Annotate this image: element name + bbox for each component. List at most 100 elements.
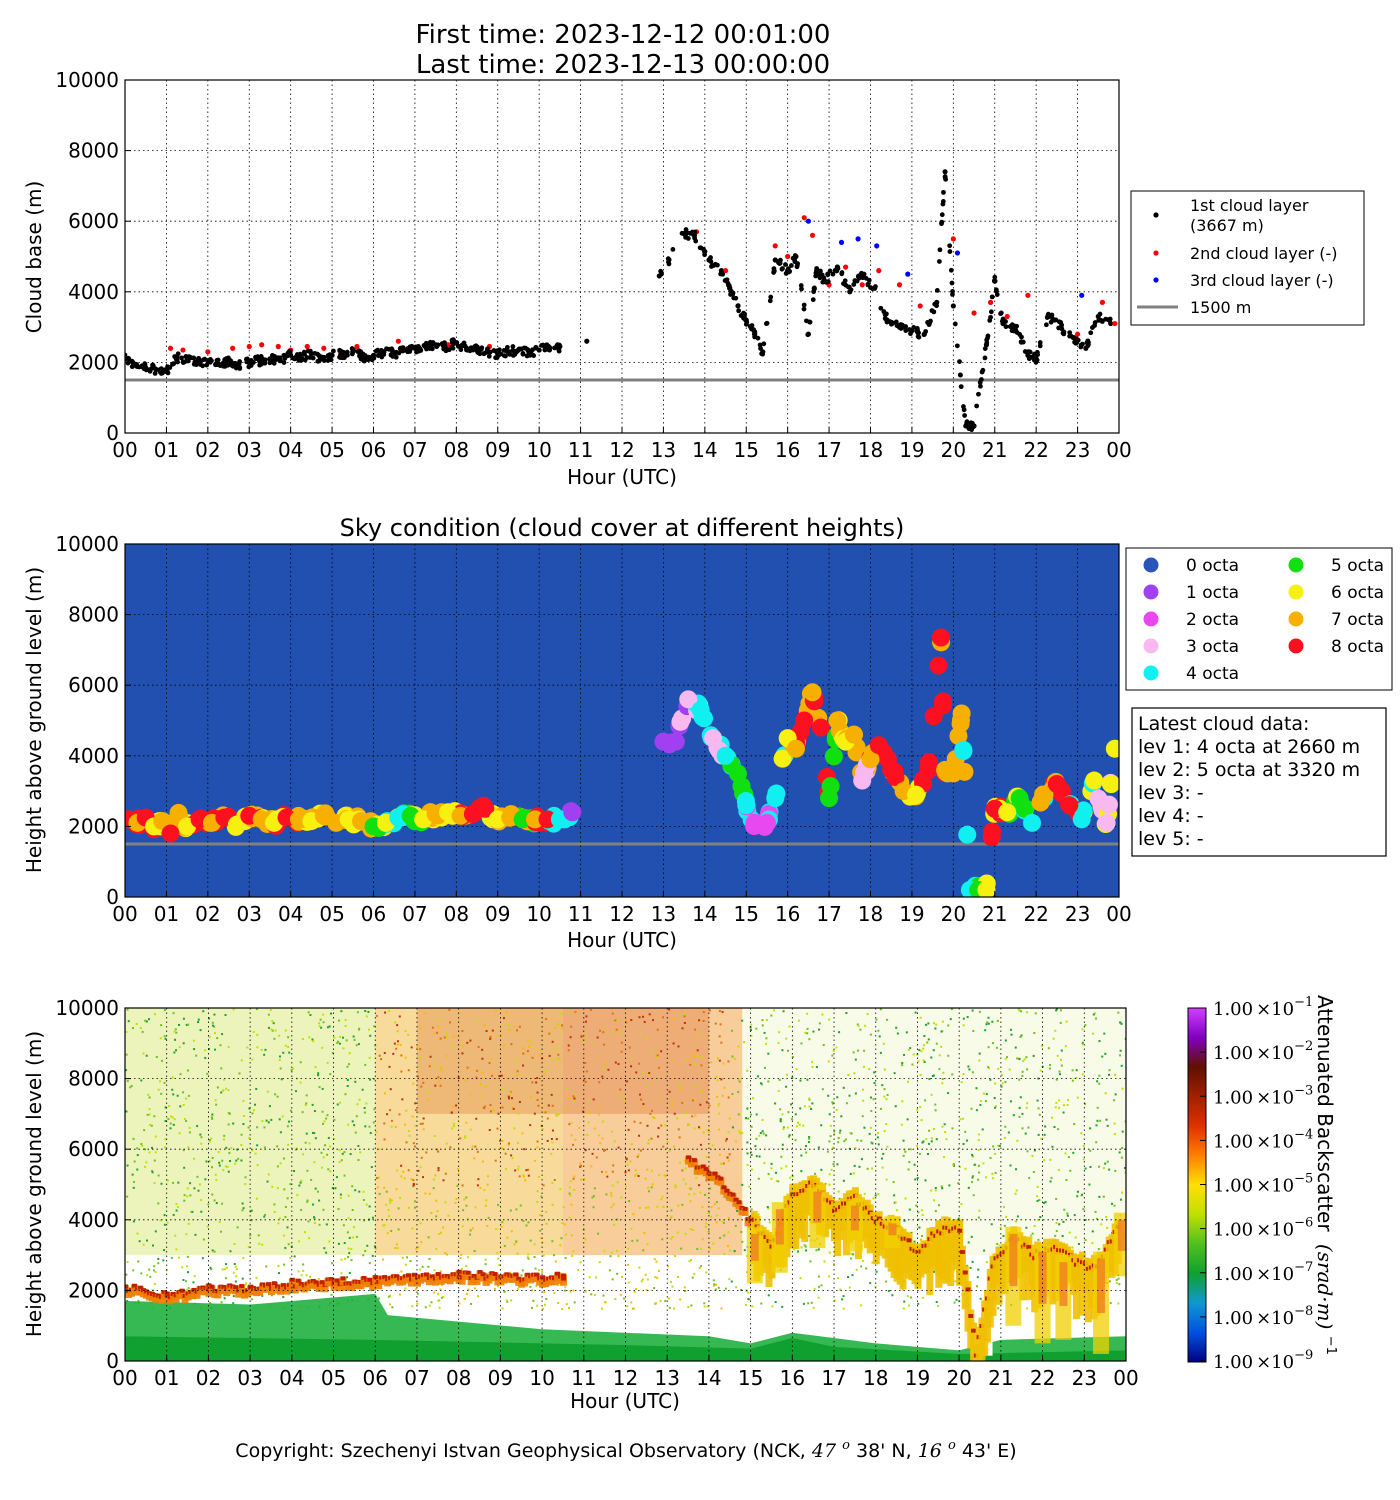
speckle-pixel bbox=[610, 1194, 613, 1197]
speckle-pixel bbox=[795, 1068, 798, 1071]
speckle-pixel bbox=[325, 1117, 328, 1120]
speckle-pixel bbox=[302, 1269, 305, 1272]
octa-8-point bbox=[795, 711, 814, 730]
speckle-pixel bbox=[719, 1162, 722, 1165]
speckle-pixel bbox=[720, 1307, 723, 1310]
speckle-pixel bbox=[907, 1048, 910, 1051]
speckle-pixel bbox=[877, 1193, 880, 1196]
speckle-pixel bbox=[870, 1096, 873, 1099]
speckle-pixel bbox=[232, 1295, 235, 1298]
octa-8-point bbox=[811, 718, 830, 737]
speckle-pixel bbox=[510, 1299, 513, 1302]
speckle-pixel bbox=[947, 1024, 950, 1027]
speckle-pixel bbox=[717, 1057, 720, 1060]
speckle-pixel bbox=[327, 1136, 330, 1139]
cloud-layer-1-point bbox=[220, 360, 226, 366]
speckle-pixel bbox=[407, 1206, 410, 1209]
cloud-layer-1-point bbox=[841, 281, 846, 287]
cloud-layer-3-point bbox=[905, 271, 911, 277]
cloud-echo-core bbox=[906, 1238, 912, 1243]
speckle-pixel bbox=[957, 1182, 960, 1185]
octa-legend-label: 5 octa bbox=[1331, 556, 1384, 576]
speckle-pixel bbox=[657, 1066, 660, 1069]
speckle-pixel bbox=[175, 1031, 178, 1034]
speckle-pixel bbox=[815, 1249, 818, 1252]
x-tick-label: 09 bbox=[485, 902, 510, 926]
cloud-layer-1-point bbox=[357, 353, 362, 359]
speckle-pixel bbox=[920, 1238, 923, 1241]
speckle-pixel bbox=[837, 1136, 840, 1139]
speckle-pixel bbox=[767, 1080, 770, 1083]
speckle-pixel bbox=[983, 1249, 986, 1252]
cloud-echo-core bbox=[319, 1280, 325, 1285]
speckle-pixel bbox=[560, 1027, 563, 1030]
cloud-layer-2-point bbox=[785, 253, 791, 260]
speckle-pixel bbox=[693, 1055, 696, 1058]
cloud-layer-3-point bbox=[1079, 292, 1085, 298]
cloud-echo-core bbox=[271, 1281, 277, 1286]
speckle-pixel bbox=[356, 1103, 359, 1106]
speckle-pixel bbox=[317, 1074, 320, 1077]
speckle-pixel bbox=[271, 1019, 274, 1022]
speckle-pixel bbox=[989, 1157, 992, 1160]
speckle-pixel bbox=[228, 1151, 231, 1154]
speckle-pixel bbox=[1055, 1230, 1058, 1233]
speckle-pixel bbox=[456, 1184, 459, 1187]
speckle-pixel bbox=[1003, 1206, 1006, 1209]
speckle-pixel bbox=[450, 1127, 453, 1130]
x-tick-label: 00 bbox=[112, 1366, 137, 1390]
speckle-pixel bbox=[552, 1254, 555, 1257]
speckle-pixel bbox=[916, 1108, 919, 1111]
speckle-pixel bbox=[1064, 1152, 1067, 1155]
octa-point bbox=[954, 740, 973, 759]
speckle-pixel bbox=[747, 1297, 750, 1300]
speckle-pixel bbox=[433, 1032, 436, 1035]
speckle-pixel bbox=[1015, 1168, 1018, 1171]
speckle-pixel bbox=[192, 1039, 195, 1042]
y-tick-label: 10000 bbox=[55, 68, 119, 92]
cloud-layer-2-point bbox=[988, 299, 994, 305]
cloud-layer-1-point bbox=[487, 349, 493, 355]
speckle-pixel bbox=[225, 1263, 228, 1266]
speckle-pixel bbox=[647, 1206, 650, 1209]
speckle-pixel bbox=[527, 1257, 530, 1260]
speckle-pixel bbox=[313, 1221, 316, 1224]
speckle-pixel bbox=[159, 1037, 162, 1040]
speckle-pixel bbox=[832, 1263, 835, 1266]
speckle-pixel bbox=[705, 1155, 708, 1158]
speckle-pixel bbox=[681, 1101, 684, 1104]
speckle-pixel bbox=[739, 1132, 742, 1135]
speckle-pixel bbox=[1026, 1307, 1029, 1310]
speckle-pixel bbox=[616, 1019, 619, 1022]
speckle-pixel bbox=[488, 1062, 491, 1065]
speckle-pixel bbox=[1089, 1165, 1092, 1168]
speckle-pixel bbox=[163, 1214, 166, 1217]
cloud-echo-core bbox=[560, 1273, 566, 1278]
speckle-pixel bbox=[377, 1176, 380, 1179]
speckle-pixel bbox=[145, 1161, 148, 1164]
speckle-pixel bbox=[276, 1095, 279, 1098]
speckle-pixel bbox=[1016, 1139, 1019, 1142]
speckle-pixel bbox=[428, 1192, 431, 1195]
speckle-pixel bbox=[551, 1181, 554, 1184]
speckle-pixel bbox=[661, 1195, 664, 1198]
speckle-pixel bbox=[1058, 1223, 1061, 1226]
speckle-pixel bbox=[728, 1117, 731, 1120]
cloud-layer-1-point bbox=[719, 269, 724, 275]
cloud-layer-1-point bbox=[805, 332, 811, 338]
speckle-pixel bbox=[785, 1165, 788, 1168]
speckle-pixel bbox=[144, 1165, 147, 1168]
speckle-pixel bbox=[673, 1307, 676, 1310]
speckle-pixel bbox=[1052, 1037, 1055, 1040]
speckle-pixel bbox=[346, 1231, 349, 1234]
speckle-pixel bbox=[346, 1084, 349, 1087]
speckle-pixel bbox=[127, 1020, 130, 1023]
speckle-pixel bbox=[553, 1291, 556, 1294]
speckle-pixel bbox=[395, 1188, 398, 1191]
speckle-pixel bbox=[994, 1082, 997, 1085]
speckle-pixel bbox=[751, 1305, 754, 1308]
speckle-pixel bbox=[278, 1217, 281, 1220]
speckle-pixel bbox=[207, 1203, 210, 1206]
speckle-pixel bbox=[1053, 1126, 1056, 1129]
speckle-pixel bbox=[992, 1145, 995, 1148]
